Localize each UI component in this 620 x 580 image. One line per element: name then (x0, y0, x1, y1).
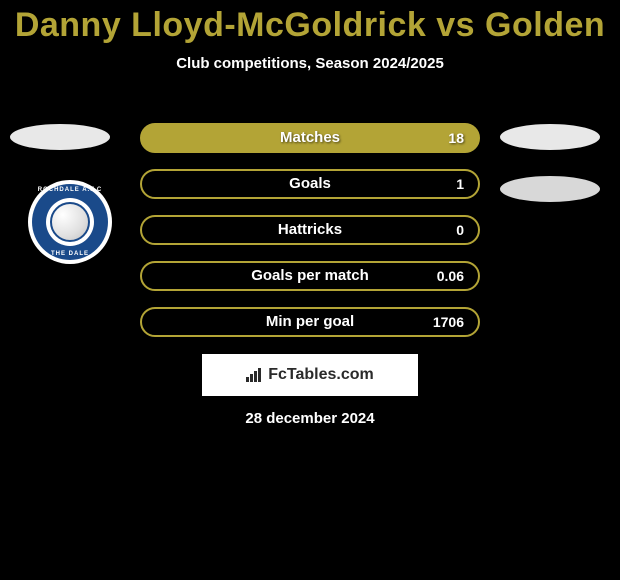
stat-label: Goals per match (142, 263, 478, 289)
bar-chart-icon (246, 368, 262, 382)
stat-label: Hattricks (142, 217, 478, 243)
football-icon (50, 202, 90, 242)
stat-row-matches: Matches 18 (140, 123, 480, 153)
stats-panel: Matches 18 Goals 1 Hattricks 0 Goals per… (140, 123, 480, 353)
stat-value: 1706 (433, 309, 464, 335)
snapshot-date: 28 december 2024 (0, 410, 620, 427)
player2-club-placeholder (500, 176, 600, 202)
player2-avatar-placeholder (500, 124, 600, 150)
stat-value: 18 (448, 125, 464, 151)
player1-club-badge: ROCHDALE A.F.C THE DALE (28, 180, 112, 264)
stat-label: Min per goal (142, 309, 478, 335)
stat-row-goals: Goals 1 (140, 169, 480, 199)
stat-row-min-per-goal: Min per goal 1706 (140, 307, 480, 337)
attribution-watermark: FcTables.com (202, 354, 418, 396)
stat-value: 0.06 (437, 263, 464, 289)
stat-value: 1 (456, 171, 464, 197)
stat-row-goals-per-match: Goals per match 0.06 (140, 261, 480, 291)
stat-label: Matches (142, 125, 478, 151)
subtitle: Club competitions, Season 2024/2025 (0, 55, 620, 72)
attribution-text: FcTables.com (268, 366, 374, 384)
badge-top-text: ROCHDALE A.F.C (32, 187, 108, 193)
page-title: Danny Lloyd-McGoldrick vs Golden (0, 0, 620, 45)
badge-bottom-text: THE DALE (32, 251, 108, 257)
comparison-card: Danny Lloyd-McGoldrick vs Golden Club co… (0, 0, 620, 580)
stat-value: 0 (456, 217, 464, 243)
stat-label: Goals (142, 171, 478, 197)
player1-avatar-placeholder (10, 124, 110, 150)
stat-row-hattricks: Hattricks 0 (140, 215, 480, 245)
